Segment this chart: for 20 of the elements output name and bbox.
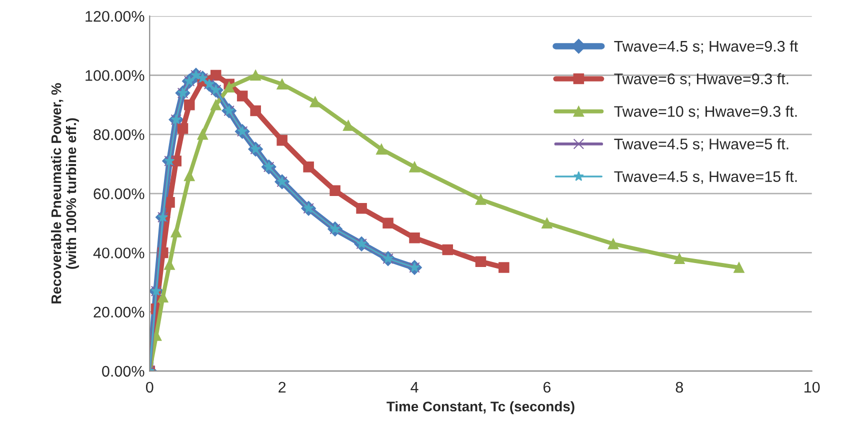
x-tick-label: 8	[676, 382, 683, 393]
y-tick-label: 20.00%	[94, 306, 144, 318]
legend-label: Twave=4.5 s; Hwave=5 ft.	[614, 138, 788, 152]
x-tick-label: 2	[278, 382, 286, 392]
x-tick-label: 10	[804, 382, 820, 393]
legend-label: Twave=10 s; Hwave=9.3 ft.	[614, 106, 797, 119]
x-axis-title: Time Constant, Tc (seconds)	[386, 401, 574, 414]
y-tick-label: 60.00%	[94, 188, 144, 200]
x-tick-label: 4	[410, 382, 418, 392]
y-tick-label: 80.00%	[94, 129, 144, 140]
y-tick-label: 100.00%	[86, 70, 144, 81]
legend-label: Twave=6 s; Hwave=9.3 ft.	[614, 73, 788, 86]
x-tick-label: 6	[543, 382, 551, 393]
y-tick-label: 120.00%	[86, 10, 144, 22]
legend-label: Twave=4.5 s, Hwave=15 ft.	[614, 170, 797, 184]
x-tick-label: 0	[146, 382, 154, 393]
y-axis-title: Recoverable Pneumatic Power, % (with 100% turbine eff.)	[51, 83, 79, 304]
y-tick-label: 40.00%	[93, 248, 144, 258]
legend-label: Twave=4.5 s; Hwave=9.3 ft	[614, 40, 798, 54]
y-tick-label: 0.00%	[102, 366, 144, 377]
